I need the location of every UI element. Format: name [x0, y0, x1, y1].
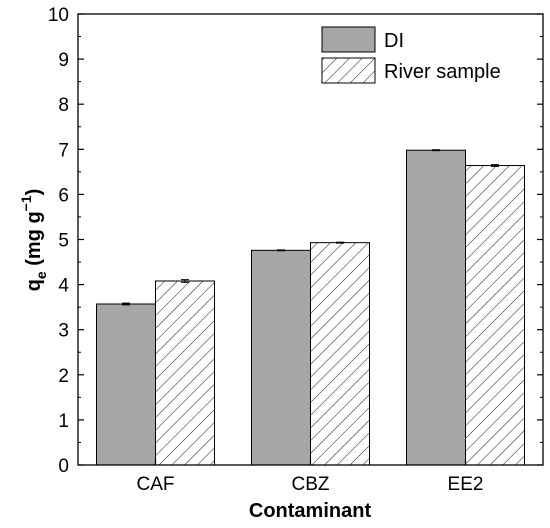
y-axis-title-superscript: −1 [18, 195, 34, 211]
y-tick-label: 6 [58, 185, 69, 206]
x-axis-title: Contaminant [249, 500, 372, 522]
axes-layer: 0 1 2 3 4 5 6 7 8 9 10 CAF CBZ EE2 [48, 5, 544, 495]
y-tick-label: 10 [48, 5, 69, 26]
y-tick-label: 9 [58, 50, 69, 71]
bar-caf-di [96, 303, 156, 466]
y-tick-label: 2 [58, 366, 69, 387]
legend-swatch-di [321, 26, 376, 53]
y-tick-label: 8 [58, 95, 69, 116]
bar-ee2-river-sample [465, 165, 525, 466]
legend-swatch-river-sample [321, 57, 376, 84]
y-tick-label: 0 [58, 456, 69, 477]
x-tick-label-cbz: CBZ [292, 474, 330, 495]
bars-layer [96, 149, 525, 466]
y-axis-title-subscript: e [33, 271, 49, 279]
bar-cbz-river-sample [310, 242, 370, 466]
legend: DI River sample [321, 26, 501, 84]
y-tick-label: 7 [58, 140, 69, 161]
y-axis-title-units: (mg g [23, 211, 45, 271]
bar-cbz-di [251, 249, 311, 466]
y-tick-label: 5 [58, 231, 69, 252]
y-tick-label: 4 [58, 276, 69, 297]
y-axis-title: qe (mg g−1) [18, 189, 49, 292]
y-tick-label: 3 [58, 321, 69, 342]
y-axis-title-main: q [23, 279, 45, 291]
y-axis-title-close: ) [23, 189, 45, 196]
x-tick-label-ee2: EE2 [448, 474, 484, 495]
legend-label-di: DI [384, 30, 404, 52]
legend-label-river-sample: River sample [384, 61, 501, 83]
bar-caf-river-sample [155, 280, 215, 466]
bar-ee2-di [406, 149, 466, 466]
x-tick-label-caf: CAF [137, 474, 175, 495]
y-tick-label: 1 [58, 411, 69, 432]
